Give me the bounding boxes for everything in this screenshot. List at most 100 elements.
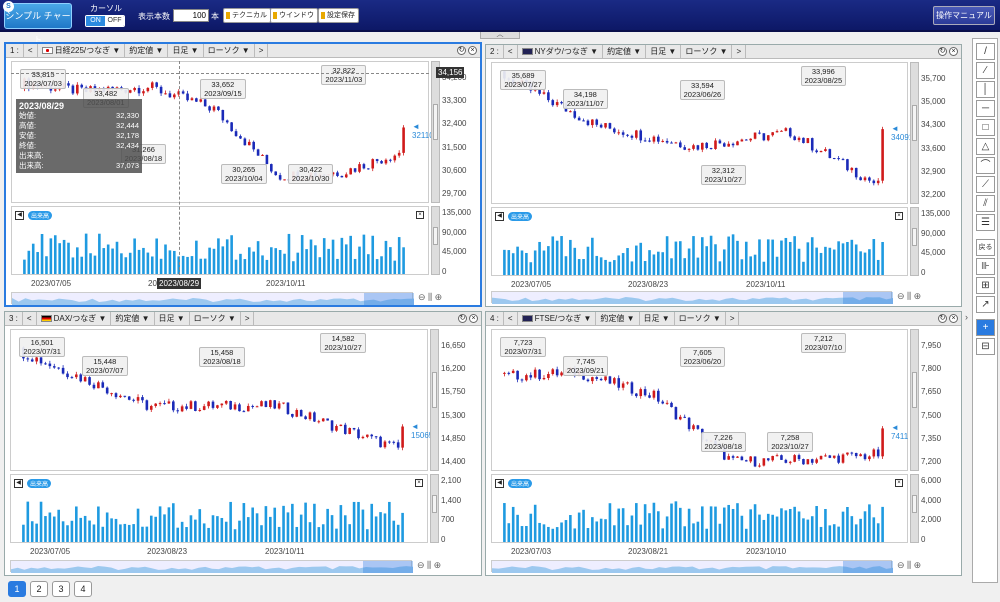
scroll-thumb[interactable]	[433, 227, 438, 245]
price-vscroll[interactable]	[430, 329, 439, 471]
symbol-select[interactable]: 日経225/つなぎ ▼	[38, 44, 126, 57]
price-chart-area[interactable]: ◄ 7411 7,723 2023/07/31 7,745 2023/09/21 7,60…	[491, 329, 908, 471]
zoom-controls[interactable]: ⊖ ⫼ ⊕	[897, 560, 922, 570]
page-tab-1[interactable]: 1	[8, 581, 26, 597]
navigator-window[interactable]	[363, 561, 413, 573]
close-icon[interactable]: ×	[949, 47, 958, 56]
expand-right-icon[interactable]: ›	[965, 312, 968, 322]
range-navigator[interactable]	[11, 292, 414, 305]
draw-tool-6[interactable]: △	[976, 138, 995, 155]
scroll-thumb[interactable]	[432, 495, 437, 513]
draw-tool-8[interactable]: ⟋	[976, 176, 995, 193]
draw-tool-5[interactable]: □	[976, 119, 995, 136]
volume-close-icon[interactable]: ×	[895, 212, 903, 220]
chart-panel-3[interactable]: 3 : < DAX/つなぎ ▼ 約定値 ▼ 日足 ▼ ローソク ▼ > ↻ × ◄ 15065 16…	[4, 311, 482, 576]
draw-tool-12[interactable]: ⊪	[976, 258, 995, 275]
collapse-toolbar-tab[interactable]: ︿	[480, 31, 520, 39]
refresh-icon[interactable]: ↻	[457, 46, 466, 55]
refresh-icon[interactable]: ↻	[938, 314, 947, 323]
price-chart-area[interactable]: ◄ 15065 16,501 2023/07/31 15,448 2023/07/07 1…	[10, 329, 433, 471]
volume-vscroll[interactable]	[910, 474, 919, 543]
range-navigator[interactable]	[491, 291, 893, 304]
technical-button[interactable]: テクニカル	[223, 8, 271, 23]
candle-type-select[interactable]: ローソク ▼	[675, 312, 726, 325]
volume-chart-area[interactable]: ◀ 出来高 ×	[491, 474, 908, 543]
collapse-left-icon[interactable]: ◀	[14, 479, 23, 488]
navigator-window[interactable]	[843, 292, 893, 304]
chart-panel-2[interactable]: 2 : < NYダウ/つなぎ ▼ 約定値 ▼ 日足 ▼ ローソク ▼ > ↻ × ◄ 34091 3…	[485, 44, 962, 307]
volume-vscroll[interactable]	[910, 207, 919, 276]
page-tab-2[interactable]: 2	[30, 581, 48, 597]
scroll-thumb[interactable]	[432, 372, 437, 409]
scroll-thumb[interactable]	[912, 105, 917, 142]
window-button[interactable]: ウインドウ	[270, 8, 318, 23]
price-vscroll[interactable]	[431, 61, 440, 203]
cursor-on[interactable]: ON	[86, 16, 105, 26]
collapse-left-icon[interactable]: ◀	[495, 212, 504, 221]
save-settings-button[interactable]: 設定保存	[318, 8, 359, 23]
next-symbol-button[interactable]: >	[255, 44, 269, 57]
zoom-controls[interactable]: ⊖ ⫼ ⊕	[897, 291, 922, 301]
chart-panel-1[interactable]: 1 : < 日経225/つなぎ ▼ 約定値 ▼ 日足 ▼ ローソク ▼ > ↻ × ◄ 32110…	[4, 42, 482, 307]
refresh-icon[interactable]: ↻	[458, 314, 467, 323]
symbol-select[interactable]: FTSE/つなぎ ▼	[518, 312, 597, 325]
price-type-select[interactable]: 約定値 ▼	[596, 312, 640, 325]
candle-type-select[interactable]: ローソク ▼	[681, 45, 733, 58]
prev-symbol-button[interactable]: <	[24, 44, 38, 57]
scroll-thumb[interactable]	[912, 228, 917, 246]
period-select[interactable]: 日足 ▼	[168, 44, 204, 57]
volume-close-icon[interactable]: ×	[415, 479, 423, 487]
volume-chip[interactable]: 出来高	[27, 479, 52, 488]
draw-tool-9[interactable]: ⫽	[976, 195, 995, 212]
draw-tool-16[interactable]: ⊟	[976, 338, 995, 355]
close-icon[interactable]: ×	[468, 46, 477, 55]
prev-symbol-button[interactable]: <	[504, 45, 518, 58]
draw-tool-4[interactable]: ─	[976, 100, 995, 117]
price-type-select[interactable]: 約定値 ▼	[111, 312, 155, 325]
simple-chart-button[interactable]: S シンプル チャート	[3, 1, 72, 45]
volume-close-icon[interactable]: ×	[416, 211, 424, 219]
navigator-window[interactable]	[364, 293, 414, 305]
close-icon[interactable]: ×	[469, 314, 478, 323]
volume-chip[interactable]: 出来高	[508, 212, 533, 221]
symbol-select[interactable]: NYダウ/つなぎ ▼	[518, 45, 604, 58]
zoom-controls[interactable]: ⊖ ⫼ ⊕	[417, 560, 442, 570]
chart-panel-4[interactable]: 4 : < FTSE/つなぎ ▼ 約定値 ▼ 日足 ▼ ローソク ▼ > ↻ × ◄ 7411 7,…	[485, 311, 962, 576]
next-symbol-button[interactable]: >	[241, 312, 255, 325]
page-tab-3[interactable]: 3	[52, 581, 70, 597]
volume-chart-area[interactable]: ◀ 出来高 ×	[11, 206, 429, 275]
price-chart-area[interactable]: ◄ 3211033,8152023/07/0333,4822023/08/013…	[11, 61, 434, 203]
draw-tool-2[interactable]: ∕	[976, 62, 995, 79]
volume-vscroll[interactable]	[430, 474, 439, 543]
period-select[interactable]: 日足 ▼	[646, 45, 682, 58]
period-select[interactable]: 日足 ▼	[640, 312, 675, 325]
cursor-toggle[interactable]: ON OFF	[85, 15, 125, 27]
volume-chip[interactable]: 出来高	[28, 211, 53, 220]
candle-type-select[interactable]: ローソク ▼	[190, 312, 241, 325]
range-navigator[interactable]	[491, 560, 893, 573]
price-type-select[interactable]: 約定値 ▼	[603, 45, 647, 58]
draw-tool-15[interactable]: +	[976, 319, 995, 336]
candle-type-select[interactable]: ローソク ▼	[204, 44, 255, 57]
refresh-icon[interactable]: ↻	[938, 47, 947, 56]
navigator-window[interactable]	[843, 561, 893, 573]
cursor-off[interactable]: OFF	[105, 16, 124, 26]
volume-close-icon[interactable]: ×	[895, 479, 903, 487]
scroll-thumb[interactable]	[433, 104, 438, 141]
price-vscroll[interactable]	[910, 62, 919, 204]
prev-symbol-button[interactable]: <	[23, 312, 37, 325]
close-icon[interactable]: ×	[949, 314, 958, 323]
draw-tool-13[interactable]: ⊞	[976, 277, 995, 294]
draw-tool-14[interactable]: ↗	[976, 296, 995, 313]
prev-symbol-button[interactable]: <	[504, 312, 518, 325]
collapse-left-icon[interactable]: ◀	[15, 211, 24, 220]
volume-chart-area[interactable]: ◀ 出来高 ×	[491, 207, 908, 276]
draw-tool-3[interactable]: │	[976, 81, 995, 98]
range-navigator[interactable]	[10, 560, 413, 573]
draw-tool-7[interactable]: ⌒	[976, 157, 995, 174]
page-tab-4[interactable]: 4	[74, 581, 92, 597]
volume-chart-area[interactable]: ◀ 出来高 ×	[10, 474, 428, 543]
next-symbol-button[interactable]: >	[732, 45, 747, 58]
draw-tool-1[interactable]: /	[976, 43, 995, 60]
collapse-left-icon[interactable]: ◀	[495, 479, 504, 488]
